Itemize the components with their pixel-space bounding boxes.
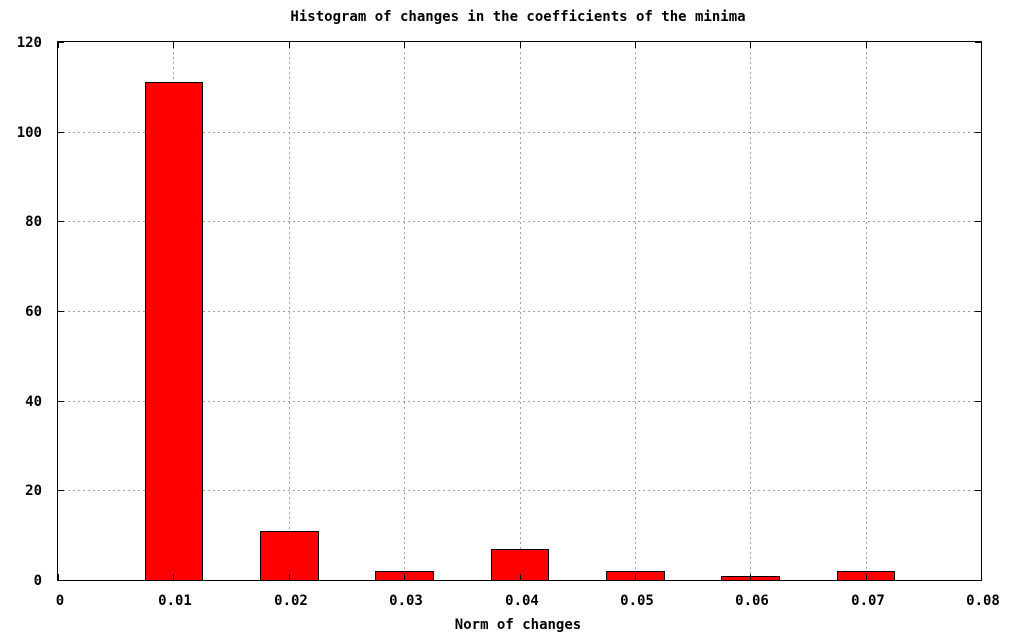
x-axis-label: Norm of changes [455, 617, 581, 633]
y-tick-label: 20 [25, 483, 42, 499]
x-tick-label: 0.08 [966, 593, 1000, 609]
x-tick-label: 0.01 [158, 593, 192, 609]
plot-frame [57, 41, 982, 581]
y-tick-label: 0 [34, 573, 42, 589]
x-tick-label: 0.06 [735, 593, 769, 609]
y-tick-label: 120 [17, 35, 42, 51]
y-tick-label: 100 [17, 125, 42, 141]
x-tick-labels: 0 0.01 0.02 0.03 0.04 0.05 0.06 0.07 0.08 [56, 593, 1000, 609]
x-tick-label: 0.03 [389, 593, 423, 609]
grid-lines [58, 42, 981, 580]
x-tick-label: 0 [56, 593, 64, 609]
histogram-bar [260, 531, 319, 581]
x-tick-label: 0.02 [274, 593, 308, 609]
x-tick-label: 0.05 [620, 593, 654, 609]
y-tick-labels: 0 20 40 60 80 100 120 [17, 35, 42, 589]
histogram-bar [145, 82, 203, 581]
chart-title: Histogram of changes in the coefficients… [290, 9, 745, 25]
y-tick-label: 40 [25, 394, 42, 410]
x-tick-label: 0.04 [505, 593, 539, 609]
y-tick-label: 80 [25, 214, 42, 230]
y-tick-label: 60 [25, 304, 42, 320]
x-tick-label: 0.07 [851, 593, 885, 609]
